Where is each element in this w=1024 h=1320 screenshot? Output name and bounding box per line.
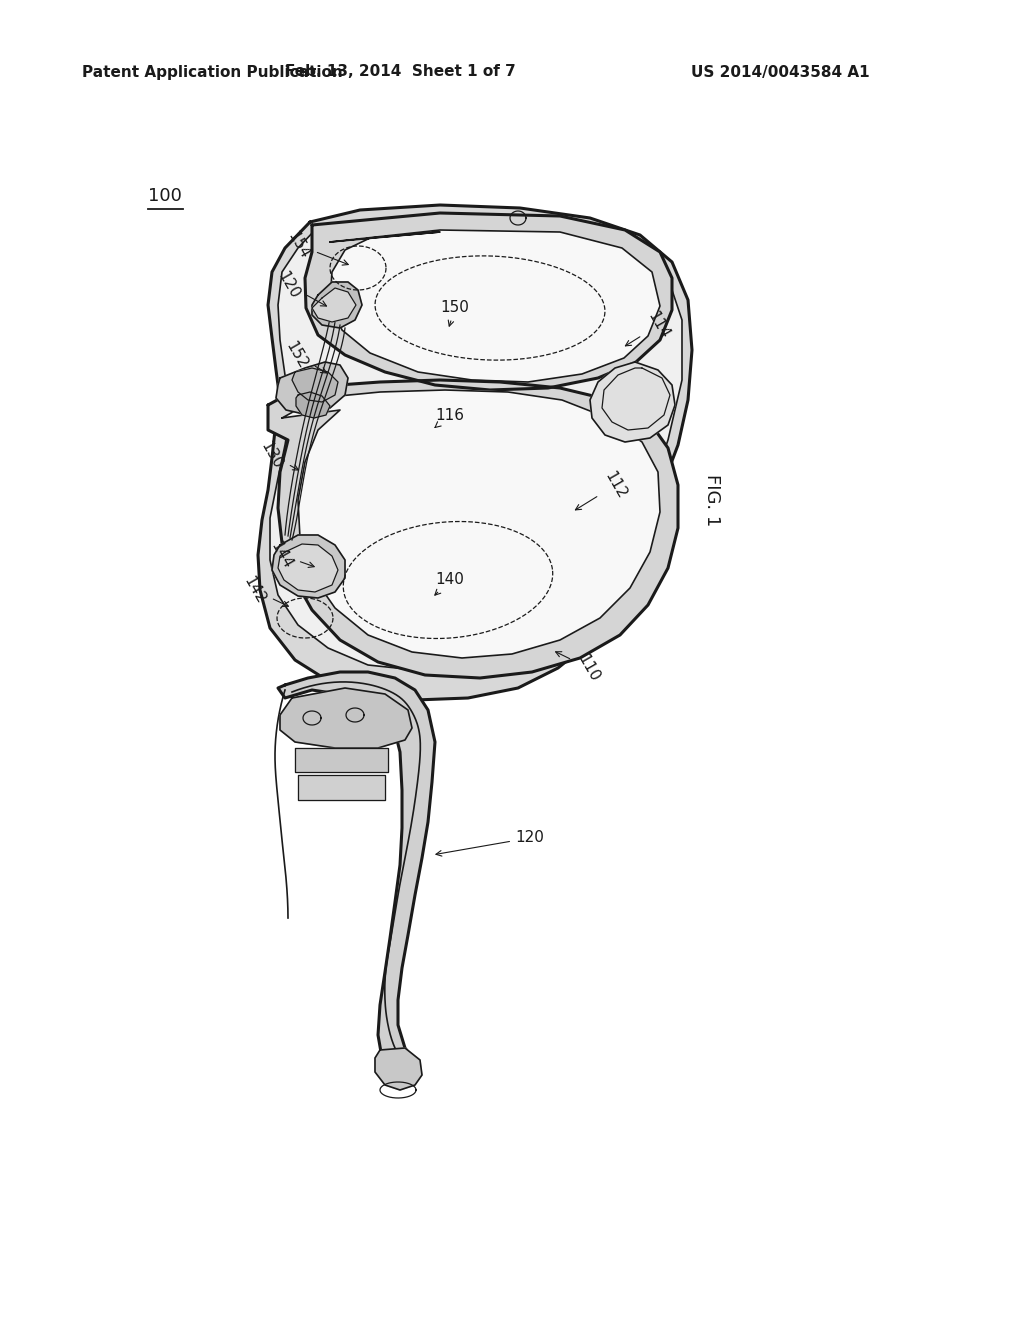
Text: 112: 112 (575, 469, 630, 510)
Text: Patent Application Publication: Patent Application Publication (82, 65, 343, 79)
Polygon shape (312, 288, 356, 322)
Text: 100: 100 (148, 187, 182, 205)
Text: 116: 116 (435, 408, 465, 428)
Text: 110: 110 (556, 652, 602, 684)
Polygon shape (292, 368, 338, 403)
Polygon shape (276, 362, 348, 414)
Polygon shape (330, 230, 660, 381)
Text: 140: 140 (435, 573, 465, 595)
Text: US 2014/0043584 A1: US 2014/0043584 A1 (690, 65, 869, 79)
Polygon shape (278, 672, 435, 1082)
Polygon shape (282, 389, 660, 657)
Text: 130: 130 (257, 438, 298, 471)
Text: 152: 152 (283, 339, 327, 374)
Text: 142: 142 (241, 574, 289, 606)
Text: FIG. 1: FIG. 1 (703, 474, 721, 527)
Text: 120: 120 (436, 830, 544, 857)
Polygon shape (270, 218, 682, 671)
Text: 120: 120 (274, 269, 327, 306)
Polygon shape (312, 282, 362, 327)
Text: 154: 154 (285, 228, 348, 265)
Polygon shape (258, 205, 692, 700)
Text: 150: 150 (440, 301, 469, 326)
Polygon shape (298, 775, 385, 800)
Polygon shape (268, 380, 678, 678)
Text: 144: 144 (267, 539, 314, 572)
Polygon shape (280, 688, 412, 748)
Polygon shape (272, 535, 345, 598)
Polygon shape (295, 748, 388, 772)
Polygon shape (278, 544, 338, 591)
Polygon shape (296, 392, 330, 418)
Polygon shape (305, 213, 672, 389)
Polygon shape (375, 1048, 422, 1090)
Polygon shape (590, 362, 675, 442)
Text: Feb. 13, 2014  Sheet 1 of 7: Feb. 13, 2014 Sheet 1 of 7 (285, 65, 515, 79)
Text: 114: 114 (626, 309, 673, 346)
